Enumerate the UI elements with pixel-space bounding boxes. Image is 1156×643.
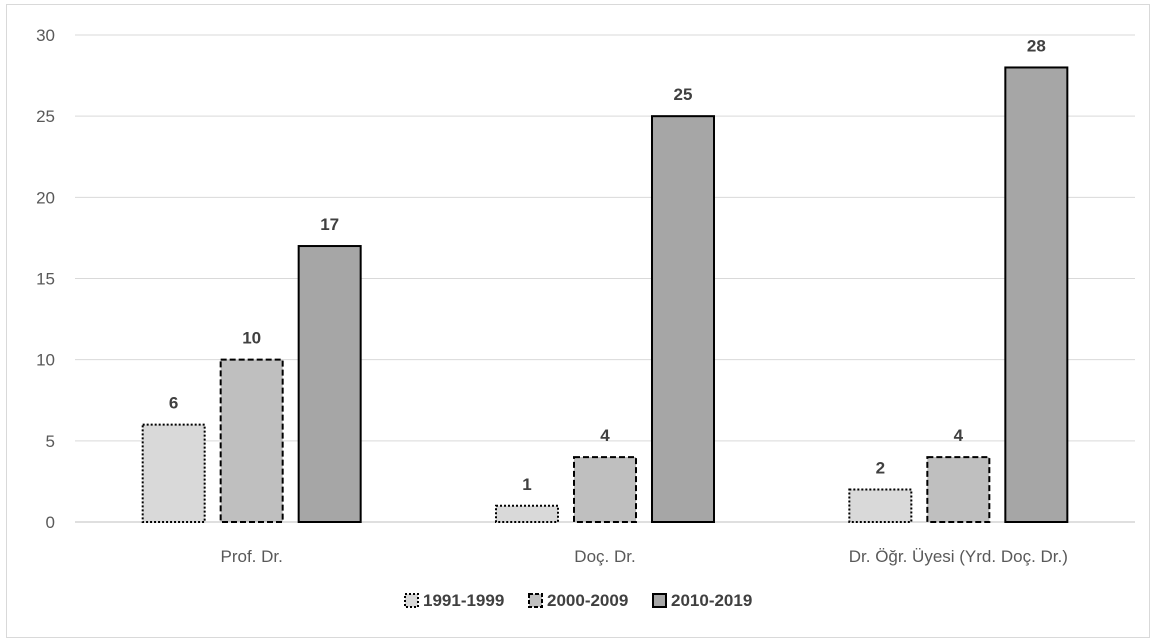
data-label: 2	[876, 459, 885, 478]
bars	[141, 66, 1069, 524]
data-label: 25	[674, 85, 693, 104]
data-label: 1	[522, 475, 531, 494]
y-tick-label: 30	[36, 26, 55, 45]
data-label: 17	[320, 215, 339, 234]
legend-swatch	[404, 593, 419, 608]
legend: 1991-1999 2000-2009 2010-2019	[404, 591, 752, 610]
bar	[495, 504, 559, 523]
legend-label: 2000-2009	[547, 591, 628, 610]
bar	[651, 115, 715, 524]
bar-chart: 0 5 10 15 20 25 30 6 10 17 1 4 25 2 4 28 Prof. Dr. Doç.…	[36, 26, 1135, 610]
legend-label: 1991-1999	[423, 591, 504, 610]
y-tick-label: 20	[36, 188, 55, 207]
y-tick-label: 25	[36, 107, 55, 126]
data-label: 10	[242, 329, 261, 348]
bar	[573, 456, 637, 524]
bar	[297, 245, 362, 524]
legend-swatch	[652, 593, 667, 608]
x-tick-label: Prof. Dr.	[220, 547, 282, 566]
legend-item: 1991-1999	[404, 591, 504, 610]
data-label: 4	[954, 426, 964, 445]
legend-item: 2000-2009	[528, 591, 628, 610]
bar	[141, 423, 206, 524]
y-tick-label: 15	[36, 270, 55, 289]
x-tick-label: Dr. Öğr. Üyesi (Yrd. Doç. Dr.)	[849, 547, 1068, 566]
data-label: 4	[600, 426, 610, 445]
y-tick-label: 10	[36, 351, 55, 370]
bar	[1004, 66, 1069, 523]
x-tick-label: Doç. Dr.	[574, 547, 635, 566]
legend-item: 2010-2019	[652, 591, 752, 610]
bar	[219, 358, 284, 523]
x-axis: Prof. Dr. Doç. Dr. Dr. Öğr. Üyesi (Yrd. Do…	[220, 547, 1067, 566]
data-labels: 6 10 17 1 4 25 2 4 28	[169, 36, 1046, 493]
y-tick-label: 0	[46, 513, 55, 532]
chart-frame: 0 5 10 15 20 25 30 6 10 17 1 4 25 2 4 28 Prof. Dr. Doç.…	[6, 4, 1150, 638]
y-tick-label: 5	[46, 432, 55, 451]
bar	[926, 456, 991, 524]
bar	[848, 488, 913, 523]
data-label: 28	[1027, 36, 1046, 55]
legend-label: 2010-2019	[671, 591, 752, 610]
y-axis: 0 5 10 15 20 25 30	[36, 26, 55, 532]
data-label: 6	[169, 394, 178, 413]
legend-swatch	[528, 593, 543, 608]
